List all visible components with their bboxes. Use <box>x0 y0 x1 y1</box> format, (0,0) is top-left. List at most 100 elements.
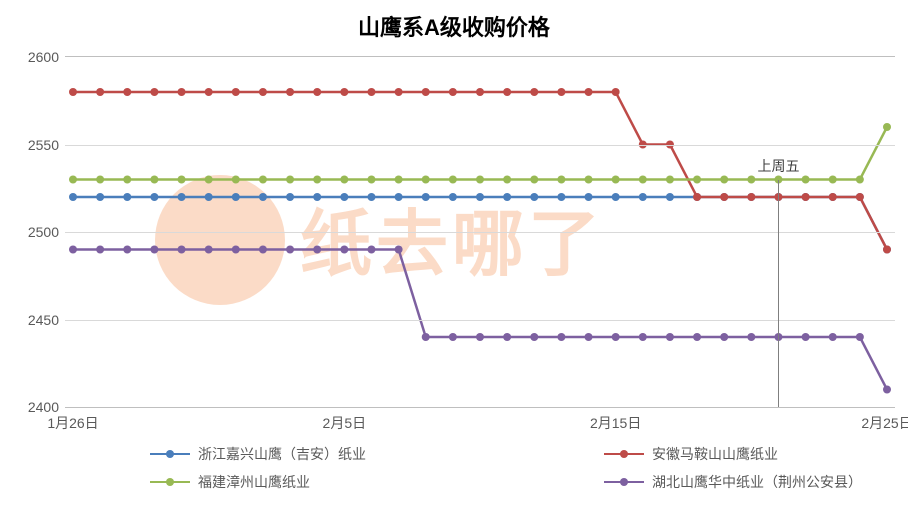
series-marker <box>856 333 864 341</box>
series-marker <box>96 176 104 184</box>
series-marker <box>123 246 131 254</box>
series-marker <box>449 333 457 341</box>
series-marker <box>557 176 565 184</box>
series-marker <box>747 193 755 201</box>
y-tick-label: 2450 <box>28 312 59 328</box>
series-marker <box>313 176 321 184</box>
series-marker <box>585 176 593 184</box>
series-marker <box>557 333 565 341</box>
series-marker <box>340 88 348 96</box>
series-marker <box>69 246 77 254</box>
series-marker <box>802 333 810 341</box>
x-tick-label: 2月5日 <box>323 413 367 433</box>
series-marker <box>313 193 321 201</box>
series-marker <box>557 193 565 201</box>
series-marker <box>69 193 77 201</box>
series-marker <box>313 246 321 254</box>
series-marker <box>666 193 674 201</box>
series-marker <box>585 88 593 96</box>
series-marker <box>557 88 565 96</box>
series-marker <box>150 193 158 201</box>
series-marker <box>720 333 728 341</box>
series-marker <box>747 333 755 341</box>
series-marker <box>395 88 403 96</box>
plot-area: 240024502500255026001月26日2月5日2月15日2月25日上… <box>65 56 895 408</box>
series-marker <box>205 246 213 254</box>
series-marker <box>476 193 484 201</box>
series-marker <box>666 333 674 341</box>
series-marker <box>639 333 647 341</box>
series-marker <box>232 193 240 201</box>
series-marker <box>313 88 321 96</box>
legend-label: 浙江嘉兴山鹰（吉安）纸业 <box>198 444 366 464</box>
series-marker <box>422 176 430 184</box>
annotation-label: 上周五 <box>757 156 799 176</box>
series-marker <box>612 193 620 201</box>
series-marker <box>178 176 186 184</box>
series-marker <box>422 333 430 341</box>
series-marker <box>96 88 104 96</box>
series-marker <box>449 176 457 184</box>
series-marker <box>395 176 403 184</box>
series-marker <box>178 193 186 201</box>
series-marker <box>150 88 158 96</box>
series-marker <box>123 88 131 96</box>
series-marker <box>259 88 267 96</box>
series-marker <box>503 193 511 201</box>
series-marker <box>530 193 538 201</box>
series-line <box>73 197 887 250</box>
series-marker <box>422 193 430 201</box>
series-marker <box>69 88 77 96</box>
series-marker <box>503 176 511 184</box>
x-tick-label: 2月15日 <box>590 413 641 433</box>
x-tick-label: 2月25日 <box>861 413 908 433</box>
series-marker <box>476 333 484 341</box>
series-marker <box>829 193 837 201</box>
legend-label: 湖北山鹰华中纸业（荆州公安县） <box>652 472 862 492</box>
series-marker <box>666 176 674 184</box>
chart-title: 山鹰系A级收购价格 <box>0 10 908 42</box>
series-marker <box>802 176 810 184</box>
series-marker <box>585 193 593 201</box>
series-marker <box>720 193 728 201</box>
y-gridline <box>65 320 895 321</box>
series-marker <box>503 88 511 96</box>
series-marker <box>96 193 104 201</box>
y-tick-label: 2500 <box>28 224 59 240</box>
series-marker <box>612 333 620 341</box>
y-tick-label: 2550 <box>28 137 59 153</box>
series-marker <box>259 246 267 254</box>
legend-label: 福建漳州山鹰纸业 <box>198 472 310 492</box>
series-marker <box>178 88 186 96</box>
series-marker <box>856 176 864 184</box>
series-marker <box>259 193 267 201</box>
series-marker <box>883 246 891 254</box>
series-marker <box>422 88 430 96</box>
series-marker <box>96 246 104 254</box>
series-marker <box>883 386 891 394</box>
series-marker <box>69 176 77 184</box>
series-marker <box>802 193 810 201</box>
series-marker <box>205 193 213 201</box>
series-marker <box>476 176 484 184</box>
series-marker <box>367 88 375 96</box>
series-marker <box>150 246 158 254</box>
y-tick-label: 2600 <box>28 49 59 65</box>
series-marker <box>367 176 375 184</box>
annotation-line <box>778 180 779 408</box>
series-marker <box>232 88 240 96</box>
legend-item: 安徽马鞍山山鹰纸业 <box>454 440 908 468</box>
y-gridline <box>65 145 895 146</box>
series-marker <box>178 246 186 254</box>
series-marker <box>856 193 864 201</box>
series-marker <box>829 176 837 184</box>
series-marker <box>123 193 131 201</box>
series-marker <box>340 176 348 184</box>
series-marker <box>720 176 728 184</box>
series-marker <box>367 193 375 201</box>
series-marker <box>747 176 755 184</box>
series-marker <box>612 176 620 184</box>
series-marker <box>530 88 538 96</box>
series-marker <box>693 193 701 201</box>
series-marker <box>639 193 647 201</box>
